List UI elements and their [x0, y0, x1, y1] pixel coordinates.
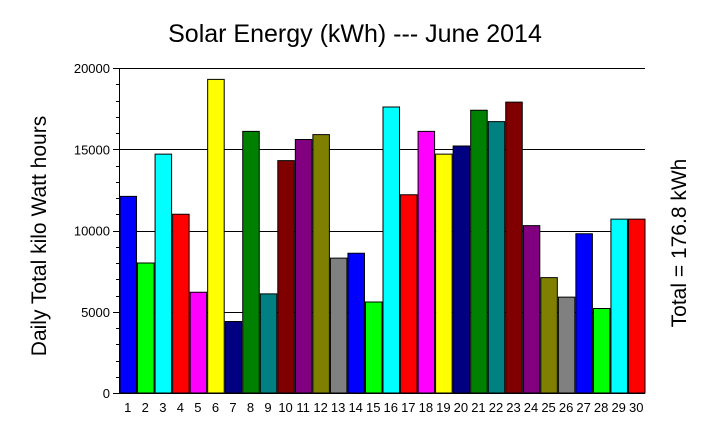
bar-day-22	[487, 121, 506, 394]
x-tick-label: 27	[576, 400, 590, 415]
x-tick-label: 7	[229, 400, 236, 415]
x-tick-label: 19	[436, 400, 450, 415]
x-tick-label: 29	[611, 400, 625, 415]
bar-day-1	[119, 195, 138, 394]
x-tick-label: 1	[124, 400, 131, 415]
x-tick-label: 17	[401, 400, 415, 415]
x-tick-label: 13	[331, 400, 345, 415]
x-tick-label: 15	[366, 400, 380, 415]
x-tick-label: 24	[524, 400, 538, 415]
axes	[113, 68, 645, 394]
bar-day-26	[557, 296, 576, 394]
bar-day-18	[417, 130, 436, 394]
bar-day-16	[382, 106, 401, 394]
bar-day-29	[610, 218, 628, 394]
x-tick-label: 11	[296, 400, 310, 415]
x-tick-label: 10	[278, 400, 292, 415]
bar-day-8	[242, 130, 260, 394]
y-tick-label: 10000	[74, 224, 110, 239]
bar-day-14	[347, 252, 365, 394]
bar-day-20	[452, 145, 471, 394]
bar-day-21	[470, 109, 488, 394]
bar-day-10	[277, 160, 295, 394]
x-tick-label: 25	[541, 400, 555, 415]
x-tick-label: 18	[419, 400, 433, 415]
x-tick-label: 5	[194, 400, 201, 415]
bar-day-5	[189, 291, 208, 394]
bar-day-9	[259, 293, 278, 394]
y-tick-label: 20000	[74, 61, 110, 76]
x-tick-label: 12	[313, 400, 327, 415]
bar-day-2	[137, 262, 155, 394]
y-axis-label: Daily Total kilo Watt hours	[28, 116, 51, 356]
bar-day-4	[172, 213, 190, 394]
y-tick-labels: 0 5000 10000 15000 20000	[74, 61, 110, 401]
bar-day-25	[540, 277, 558, 394]
x-tick-label: 22	[489, 400, 503, 415]
bar-day-19	[435, 153, 453, 394]
bar-day-24	[522, 225, 541, 394]
bar-day-15	[364, 301, 383, 394]
bar-day-17	[400, 194, 418, 394]
bar-day-3	[154, 153, 173, 394]
bar-day-23	[505, 101, 523, 394]
total-label: Total = 176.8 kWh	[668, 159, 691, 328]
x-tick-label: 30	[629, 400, 643, 415]
x-tick-label: 3	[159, 400, 166, 415]
x-tick-label: 28	[594, 400, 608, 415]
bar-day-27	[575, 233, 593, 394]
y-tick-label: 0	[103, 386, 110, 401]
x-tick-label: 9	[264, 400, 271, 415]
chart-title: Solar Energy (kWh) --- June 2014	[168, 20, 542, 48]
x-tick-label: 14	[348, 400, 362, 415]
bars	[119, 78, 646, 394]
bar-day-11	[294, 139, 313, 394]
x-tick-label: 6	[212, 400, 219, 415]
x-tick-label: 23	[506, 400, 520, 415]
bar-day-6	[207, 78, 225, 394]
y-tick-label: 5000	[81, 305, 110, 320]
bar-day-13	[329, 257, 348, 394]
bar-day-7	[224, 321, 243, 394]
bar-day-28	[592, 308, 611, 394]
x-tick-label: 2	[142, 400, 149, 415]
x-tick-label: 20	[454, 400, 468, 415]
x-tick-label: 21	[471, 400, 485, 415]
x-tick-label: 4	[177, 400, 184, 415]
x-tick-labels: 1 2 3 4 5 6 7 8 9 10 11 12 13 14 15 16 17 18 19 20 21 22 23 24 2…	[124, 400, 643, 415]
x-tick-label: 8	[247, 400, 254, 415]
y-tick-label: 15000	[74, 142, 110, 157]
x-tick-label: 16	[384, 400, 398, 415]
bar-day-30	[627, 218, 646, 394]
grid-lines	[119, 68, 645, 313]
x-tick-label: 26	[559, 400, 573, 415]
bar-day-12	[312, 134, 330, 394]
